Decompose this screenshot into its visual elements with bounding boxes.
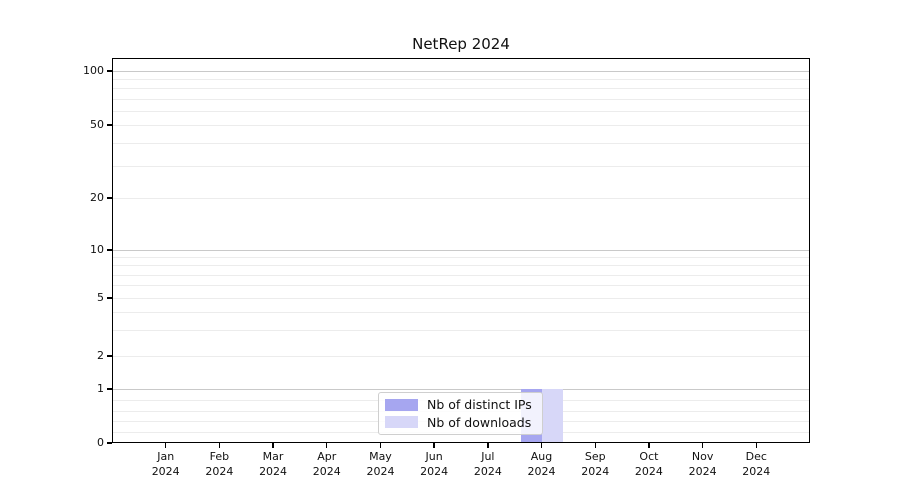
x-tick-label: Jul 2024 (473, 450, 502, 478)
x-tick-label: Apr 2024 (312, 450, 341, 478)
minor-gridline (113, 125, 809, 126)
x-tick-mark (755, 443, 757, 448)
y-tick-mark (107, 388, 112, 390)
x-tick-mark (326, 443, 328, 448)
minor-gridline (113, 165, 809, 167)
x-tick-mark (594, 443, 596, 448)
major-gridline (113, 250, 809, 251)
x-tick-mark (701, 443, 704, 448)
x-tick-mark (540, 443, 543, 448)
plot-area (112, 58, 810, 443)
y-tick-mark (107, 197, 112, 199)
x-tick-label: May 2024 (366, 450, 395, 478)
minor-gridline (113, 274, 809, 276)
y-tick-mark (107, 442, 112, 444)
x-tick-mark (433, 443, 435, 448)
major-gridline (113, 71, 809, 72)
legend-item-downloads: Nb of downloads (385, 415, 536, 430)
x-tick-mark (218, 443, 221, 448)
legend-swatch-downloads (385, 416, 418, 429)
minor-gridline (113, 312, 809, 314)
legend-label-distinct-ips: Nb of distinct IPs (427, 397, 532, 413)
x-tick-mark (379, 443, 382, 448)
y-tick-label: 2 (97, 349, 104, 362)
minor-gridline (113, 79, 809, 81)
major-gridline (113, 389, 809, 390)
y-tick-label: 1 (97, 382, 104, 395)
minor-gridline (113, 110, 809, 112)
y-tick-mark (107, 297, 112, 299)
y-tick-label: 10 (90, 243, 104, 256)
x-tick-label: Sep 2024 (581, 450, 610, 478)
minor-gridline (113, 330, 809, 332)
legend-swatch-distinct-ips (385, 398, 418, 411)
y-tick-label: 50 (90, 118, 104, 131)
minor-gridline (113, 298, 809, 299)
y-tick-mark (107, 124, 112, 126)
y-tick-label: 100 (83, 64, 104, 77)
legend-label-downloads: Nb of downloads (427, 414, 532, 430)
x-tick-mark (164, 443, 167, 448)
legend: Nb of distinct IPs Nb of downloads (378, 392, 543, 435)
x-tick-label: Feb 2024 (205, 450, 234, 478)
minor-gridline (113, 198, 809, 199)
minor-gridline (113, 98, 809, 100)
bars-layer (113, 59, 809, 442)
chart-title: NetRep 2024 (412, 35, 510, 53)
x-tick-label: Jun 2024 (420, 450, 449, 478)
y-tick-mark (107, 355, 112, 357)
y-tick-label: 0 (97, 436, 104, 449)
y-tick-mark (107, 70, 112, 72)
minor-gridline (113, 88, 809, 90)
minor-gridline (113, 265, 809, 267)
x-tick-label: Nov 2024 (688, 450, 717, 478)
x-tick-label: Aug 2024 (527, 450, 556, 478)
x-tick-label: Oct 2024 (634, 450, 663, 478)
bar-downloads (541, 389, 563, 442)
x-tick-label: Mar 2024 (259, 450, 288, 478)
minor-gridline (113, 356, 809, 357)
x-tick-mark (487, 443, 489, 448)
legend-item-distinct-ips: Nb of distinct IPs (385, 397, 536, 412)
y-tick-label: 20 (90, 191, 104, 204)
y-tick-label: 5 (97, 291, 104, 304)
x-tick-label: Dec 2024 (742, 450, 771, 478)
minor-gridline (113, 257, 809, 259)
y-tick-mark (107, 249, 112, 251)
minor-gridline (113, 142, 809, 144)
x-tick-mark (648, 443, 650, 448)
minor-gridline (113, 285, 809, 287)
x-tick-label: Jan 2024 (151, 450, 180, 478)
x-tick-mark (272, 443, 274, 448)
